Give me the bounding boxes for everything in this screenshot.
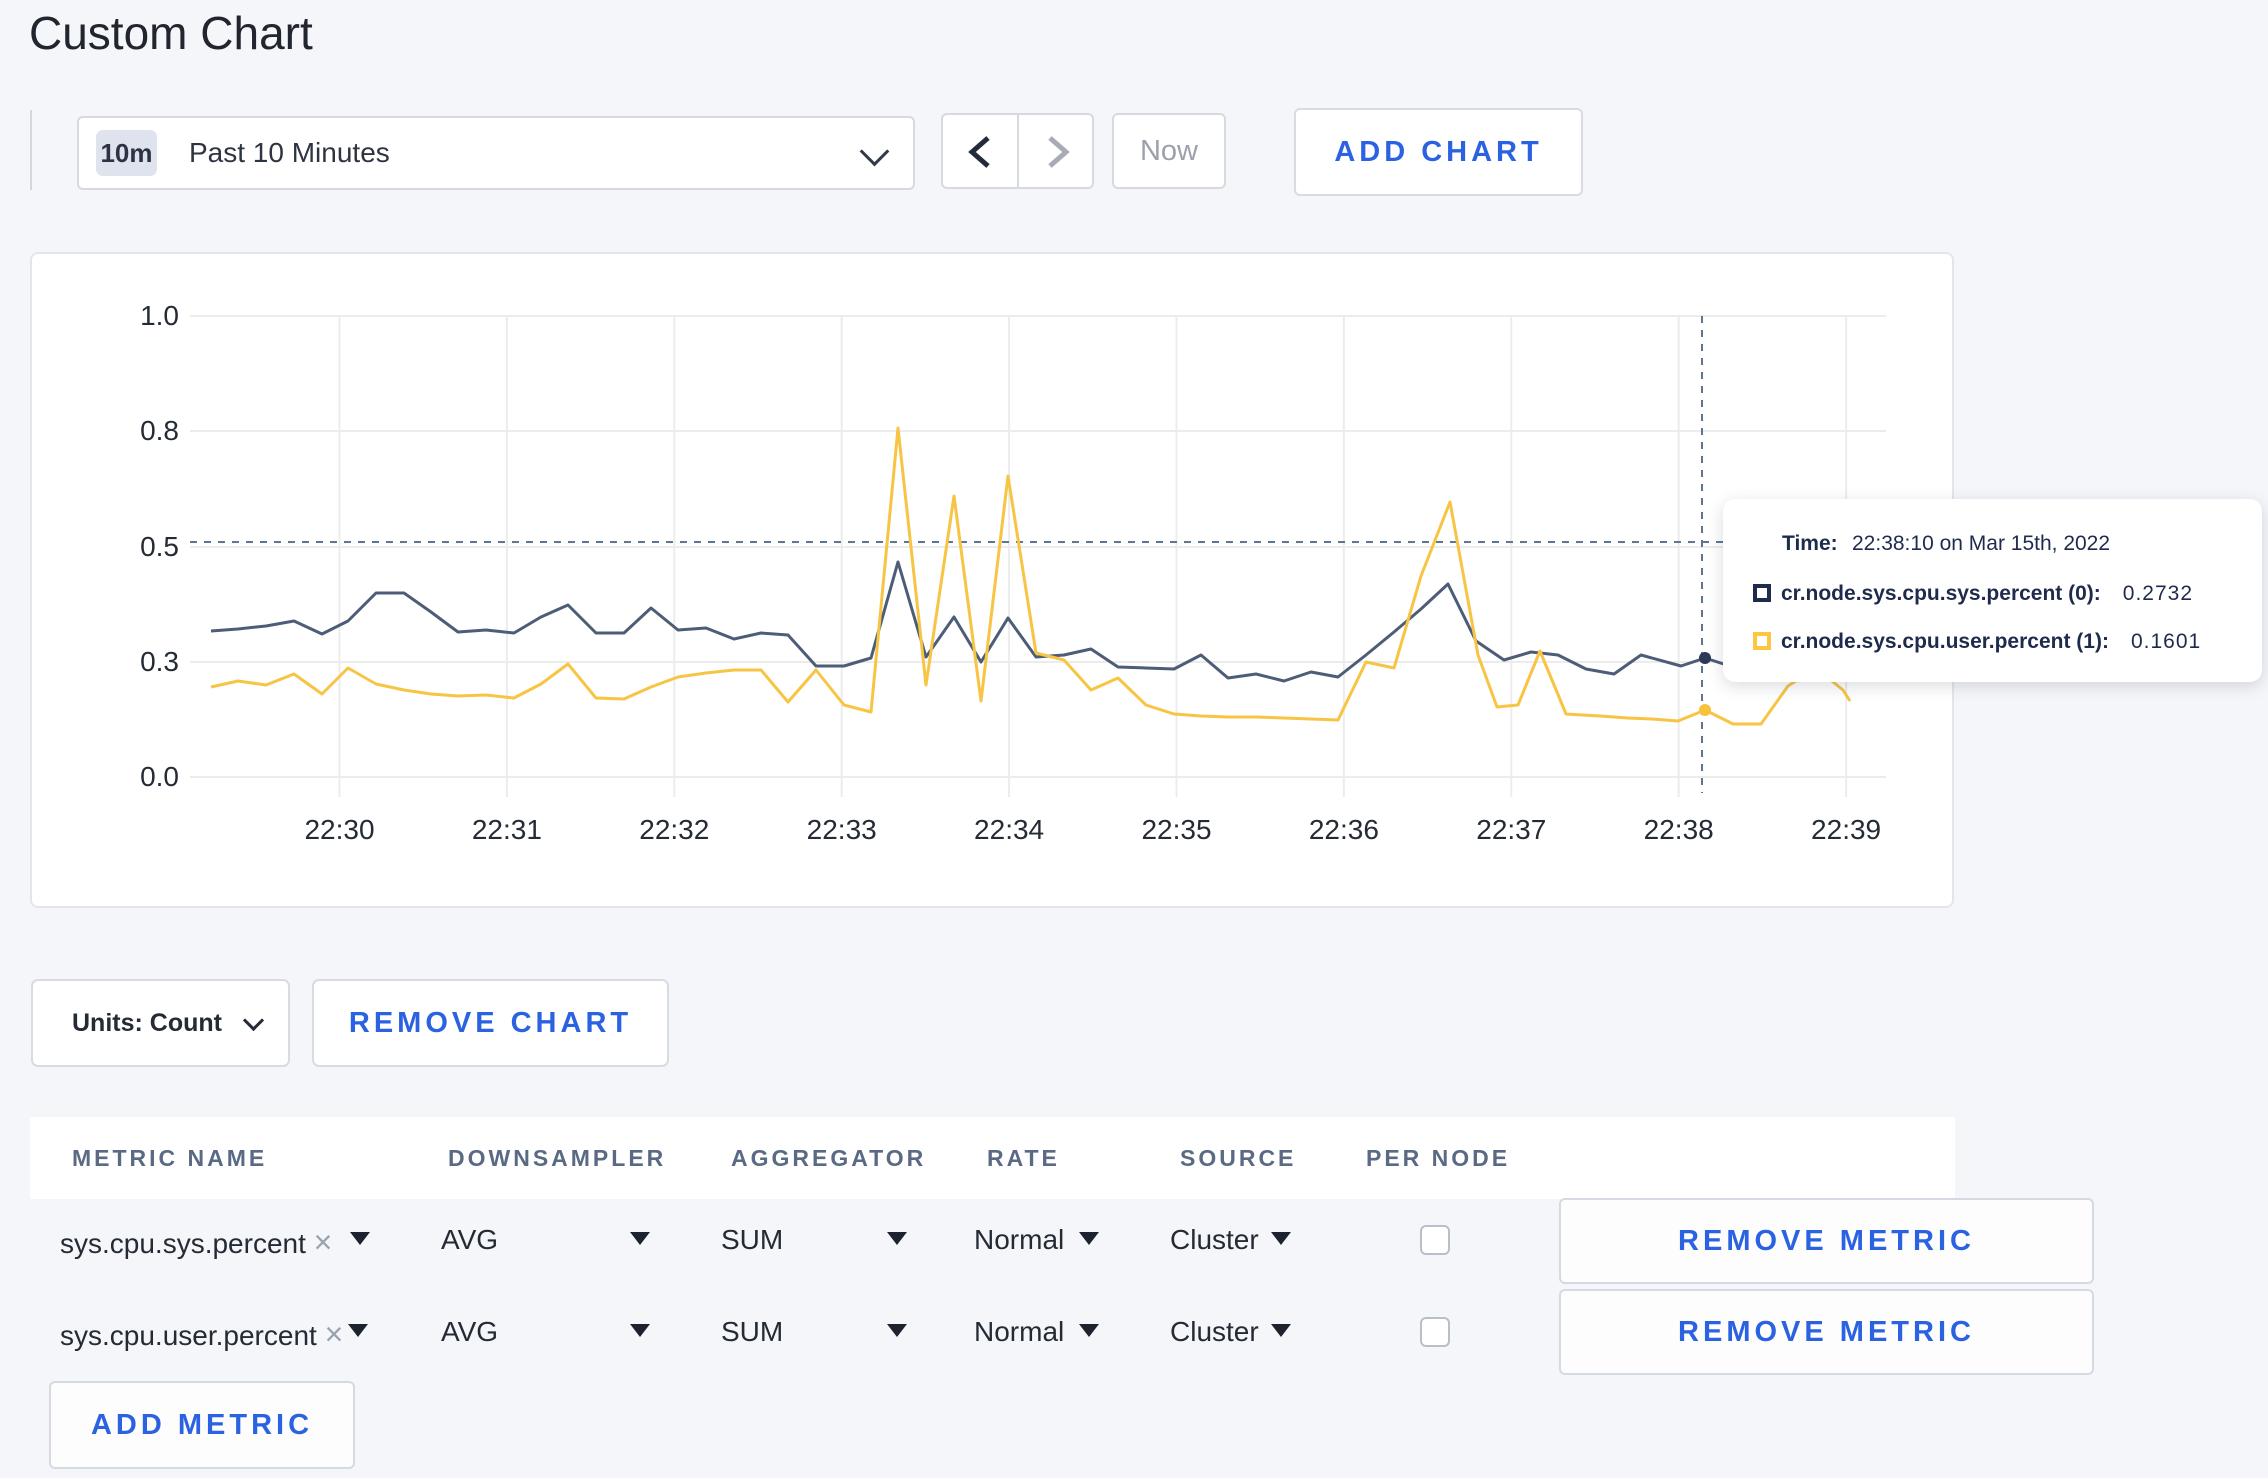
- svg-text:22:39: 22:39: [1811, 814, 1881, 845]
- svg-text:1.0: 1.0: [140, 300, 179, 331]
- svg-text:22:30: 22:30: [304, 814, 374, 845]
- svg-text:22:36: 22:36: [1309, 814, 1379, 845]
- svg-text:22:34: 22:34: [974, 814, 1044, 845]
- svg-text:22:31: 22:31: [472, 814, 542, 845]
- svg-text:22:32: 22:32: [639, 814, 709, 845]
- svg-text:22:33: 22:33: [807, 814, 877, 845]
- svg-text:22:38: 22:38: [1644, 814, 1714, 845]
- svg-text:0.5: 0.5: [140, 531, 179, 562]
- svg-text:22:37: 22:37: [1476, 814, 1546, 845]
- svg-text:0.0: 0.0: [140, 761, 179, 792]
- svg-text:0.3: 0.3: [140, 646, 179, 677]
- svg-text:22:35: 22:35: [1141, 814, 1211, 845]
- svg-text:0.8: 0.8: [140, 415, 179, 446]
